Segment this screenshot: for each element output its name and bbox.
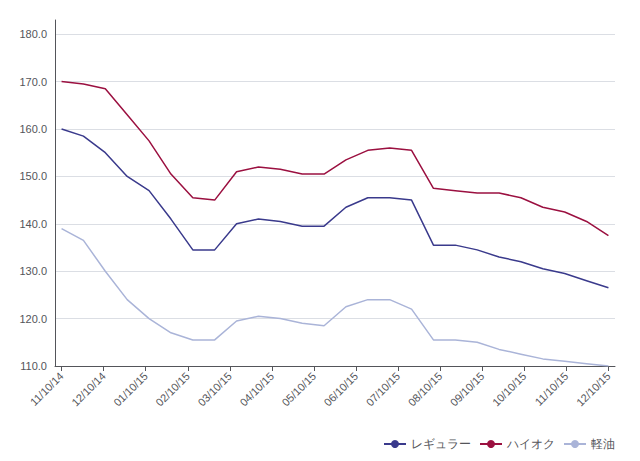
svg-text:170.0: 170.0	[19, 76, 47, 88]
svg-text:11/10/14: 11/10/14	[28, 370, 66, 408]
svg-text:08/10/15: 08/10/15	[406, 370, 445, 409]
svg-text:130.0: 130.0	[19, 265, 47, 277]
svg-text:レギュラー: レギュラー	[411, 437, 471, 451]
svg-text:160.0: 160.0	[19, 123, 47, 135]
svg-text:11/10/15: 11/10/15	[532, 370, 570, 408]
svg-text:01/10/15: 01/10/15	[111, 370, 150, 409]
svg-text:05/10/15: 05/10/15	[279, 370, 318, 409]
svg-text:12/10/15: 12/10/15	[574, 370, 613, 409]
svg-text:04/10/15: 04/10/15	[237, 370, 276, 409]
svg-text:10/10/15: 10/10/15	[490, 370, 529, 409]
svg-text:140.0: 140.0	[19, 218, 47, 230]
svg-text:07/10/15: 07/10/15	[364, 370, 403, 409]
svg-text:180.0: 180.0	[19, 28, 47, 40]
svg-text:02/10/15: 02/10/15	[153, 370, 192, 409]
svg-text:12/10/14: 12/10/14	[69, 370, 108, 409]
svg-text:150.0: 150.0	[19, 170, 47, 182]
svg-text:120.0: 120.0	[19, 313, 47, 325]
svg-text:06/10/15: 06/10/15	[322, 370, 361, 409]
svg-text:ハイオク: ハイオク	[506, 437, 555, 451]
svg-text:09/10/15: 09/10/15	[448, 370, 487, 409]
svg-text:軽油: 軽油	[591, 437, 615, 451]
svg-text:110.0: 110.0	[20, 360, 47, 372]
svg-text:03/10/15: 03/10/15	[195, 370, 234, 409]
